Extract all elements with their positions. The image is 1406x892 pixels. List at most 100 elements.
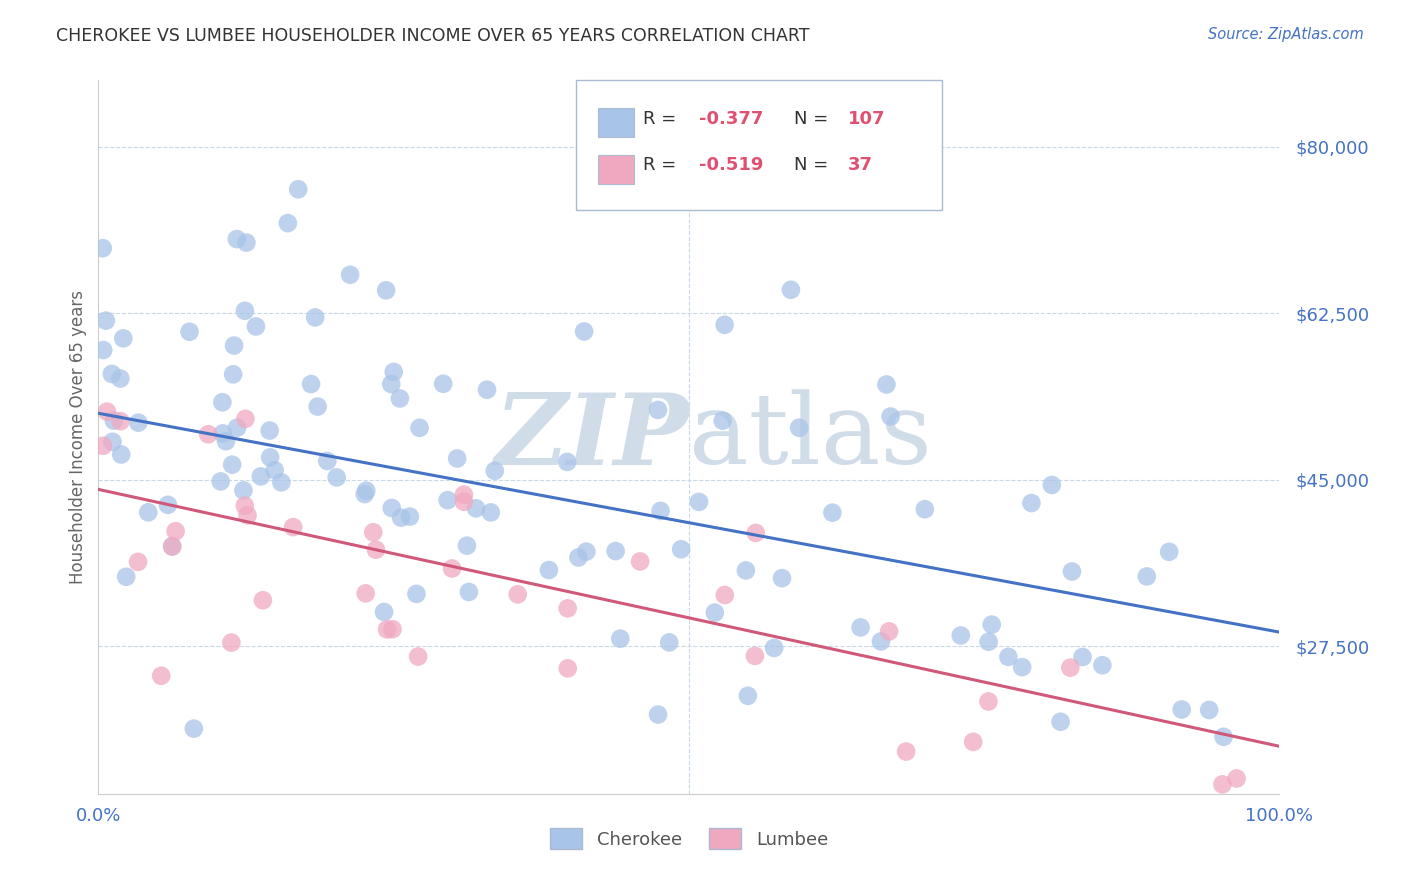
Point xyxy=(1059,661,1081,675)
Point xyxy=(1225,772,1247,786)
Point xyxy=(711,414,734,428)
Point xyxy=(894,745,917,759)
Point xyxy=(287,182,309,196)
Point xyxy=(281,520,304,534)
Point xyxy=(436,493,458,508)
Point xyxy=(249,469,271,483)
Point xyxy=(103,414,125,428)
Point xyxy=(277,216,299,230)
Point xyxy=(236,508,259,523)
Point xyxy=(484,464,506,478)
Point xyxy=(506,587,529,601)
Point xyxy=(770,571,793,585)
Point xyxy=(456,539,478,553)
Point xyxy=(165,524,187,538)
Point xyxy=(557,661,579,675)
Point xyxy=(997,649,1019,664)
Point xyxy=(101,367,124,381)
Point xyxy=(160,539,183,553)
Text: N =: N = xyxy=(794,110,834,128)
Point xyxy=(263,463,285,477)
Point xyxy=(605,544,627,558)
Point xyxy=(382,365,405,379)
Point xyxy=(225,232,247,246)
Point xyxy=(647,403,669,417)
Text: -0.519: -0.519 xyxy=(699,156,763,174)
Point xyxy=(136,505,159,519)
Point xyxy=(380,377,402,392)
Point xyxy=(94,314,117,328)
Point xyxy=(299,377,322,392)
Point xyxy=(222,338,245,352)
Point xyxy=(233,499,256,513)
Point xyxy=(156,498,179,512)
Point xyxy=(259,424,281,438)
Point xyxy=(479,505,502,519)
Point xyxy=(475,383,498,397)
Point xyxy=(745,525,768,540)
Text: Source: ZipAtlas.com: Source: ZipAtlas.com xyxy=(1208,27,1364,42)
Point xyxy=(734,564,756,578)
Point xyxy=(821,506,844,520)
Point xyxy=(737,689,759,703)
Legend: Cherokee, Lumbee: Cherokee, Lumbee xyxy=(543,821,835,856)
Text: ZIP: ZIP xyxy=(494,389,689,485)
Point xyxy=(364,542,387,557)
Point xyxy=(713,588,735,602)
Point xyxy=(713,318,735,332)
Point xyxy=(432,376,454,391)
Point xyxy=(235,412,257,426)
Point xyxy=(1040,478,1063,492)
Point xyxy=(388,392,411,406)
Point xyxy=(235,235,257,250)
Point xyxy=(977,634,1000,648)
Point xyxy=(381,500,404,515)
Text: 107: 107 xyxy=(848,110,886,128)
Point xyxy=(441,561,464,575)
Point xyxy=(353,487,375,501)
Point xyxy=(373,605,395,619)
Point xyxy=(647,707,669,722)
Point xyxy=(215,434,238,449)
Point xyxy=(162,540,184,554)
Point xyxy=(354,586,377,600)
Point xyxy=(150,669,173,683)
Point xyxy=(405,587,427,601)
Point xyxy=(183,722,205,736)
Point xyxy=(233,303,256,318)
Text: 37: 37 xyxy=(848,156,873,174)
Point xyxy=(211,395,233,409)
Point xyxy=(252,593,274,607)
Point xyxy=(465,501,488,516)
Point xyxy=(1212,730,1234,744)
Point xyxy=(609,632,631,646)
Point xyxy=(91,241,114,255)
Text: R =: R = xyxy=(643,156,682,174)
Point xyxy=(232,483,254,498)
Point xyxy=(537,563,560,577)
Point xyxy=(270,475,292,490)
Point xyxy=(453,495,475,509)
Point xyxy=(703,606,725,620)
Point xyxy=(112,331,135,345)
Point xyxy=(744,648,766,663)
Point xyxy=(787,421,810,435)
Point xyxy=(1136,569,1159,583)
Point xyxy=(127,416,149,430)
Point xyxy=(91,439,114,453)
Point xyxy=(1091,658,1114,673)
Point xyxy=(389,510,412,524)
Point xyxy=(211,426,233,441)
Point xyxy=(179,325,201,339)
Point xyxy=(110,414,132,428)
Point xyxy=(221,635,243,649)
Point xyxy=(222,368,245,382)
Point xyxy=(1211,777,1233,791)
Point xyxy=(1198,703,1220,717)
Text: -0.377: -0.377 xyxy=(699,110,763,128)
Point xyxy=(245,319,267,334)
Point xyxy=(110,371,132,385)
Text: N =: N = xyxy=(794,156,834,174)
Point xyxy=(339,268,361,282)
Text: CHEROKEE VS LUMBEE HOUSEHOLDER INCOME OVER 65 YEARS CORRELATION CHART: CHEROKEE VS LUMBEE HOUSEHOLDER INCOME OV… xyxy=(56,27,810,45)
